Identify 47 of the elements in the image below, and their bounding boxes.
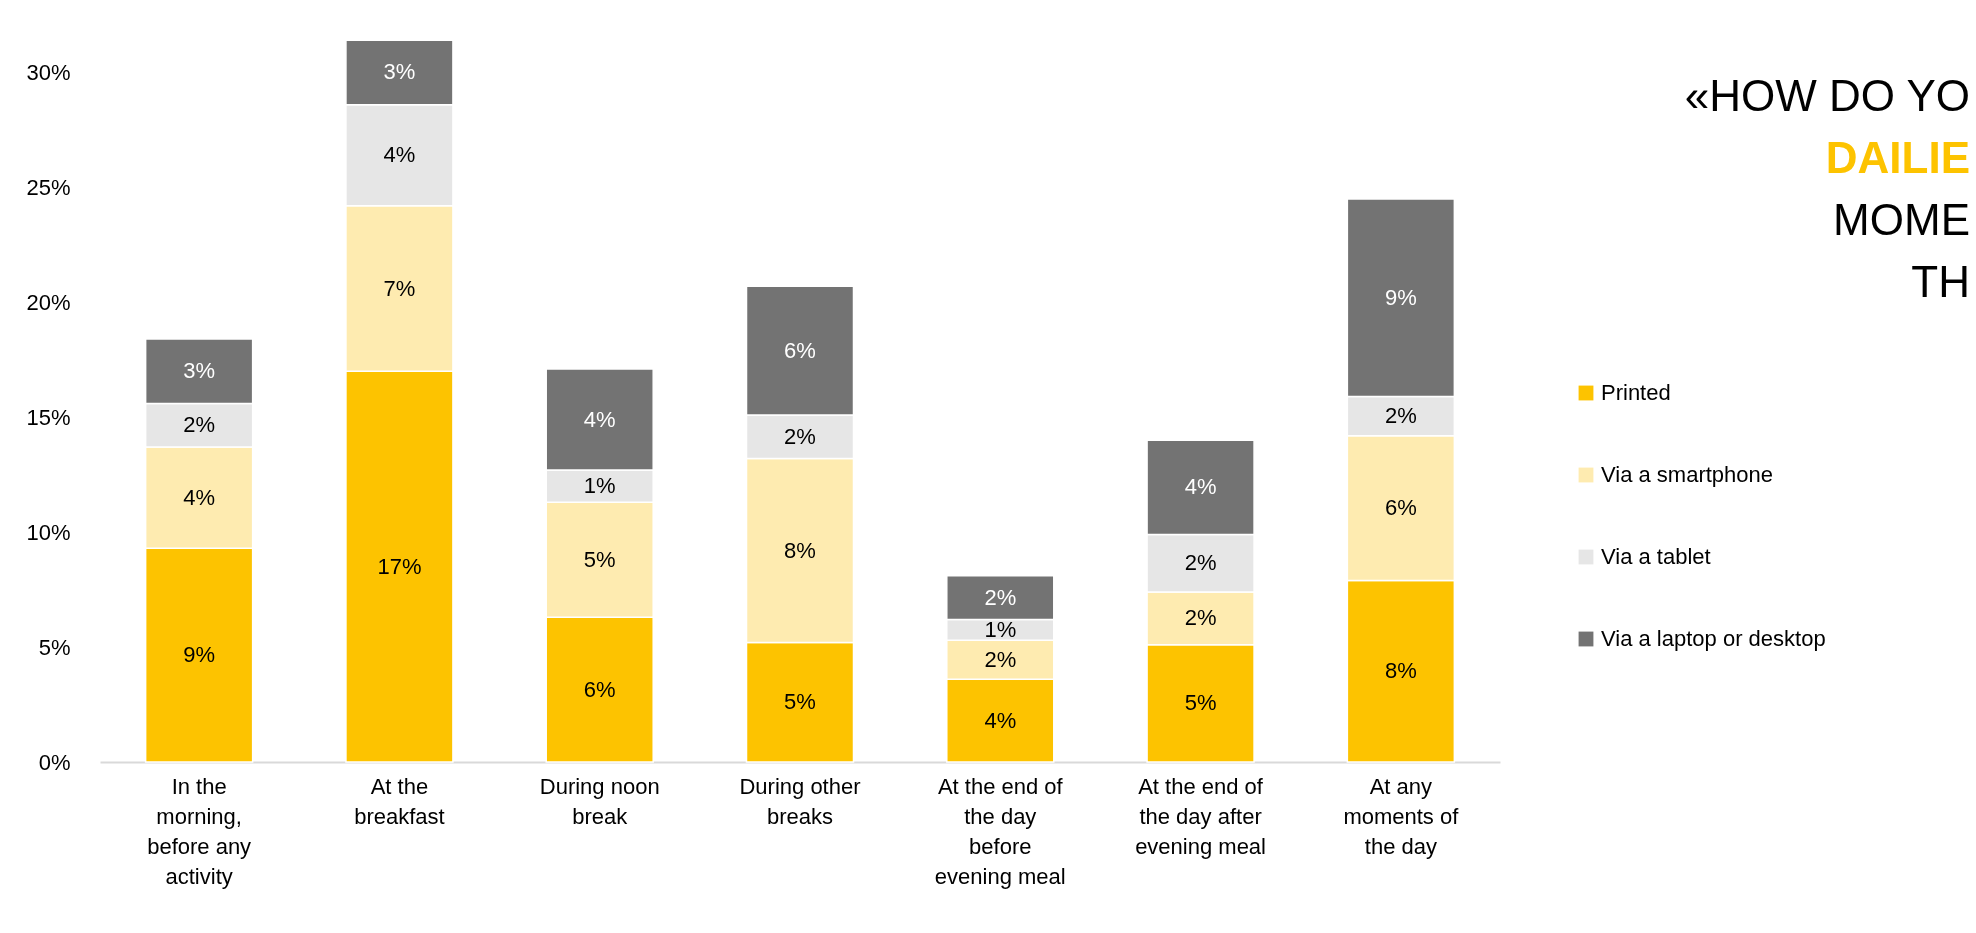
data-label: 2% [784,423,816,449]
data-label: 9% [183,642,216,668]
data-label: 8% [1384,658,1417,684]
text: «HOW DO YO DAILIE MOME TH [1684,71,1970,306]
y-tick-label: 5% [38,634,71,660]
y-tick-label: 0% [38,749,71,775]
y-tick-label: 25% [26,174,71,200]
data-label: 3% [383,59,416,85]
y-tick-label: 10% [26,519,71,545]
data-label: 2% [1384,403,1417,429]
data-label: 1% [984,616,1017,642]
y-tick-label: 20% [26,289,71,315]
data-label: 2% [1184,605,1217,631]
data-label: 4% [583,406,616,432]
data-label: 4% [984,707,1017,733]
data-label: 4% [383,142,416,168]
y-tick-label: 15% [26,404,71,430]
x-tick-label: In the morning, before any activity [147,773,252,889]
data-label: 2% [1184,550,1217,576]
data-label: 4% [183,484,216,510]
legend-label: Via a tablet [1601,544,1711,569]
data-label: 2% [984,646,1017,672]
x-tick-label: During other breaks [739,773,861,829]
legend-label: Via a laptop or desktop [1601,626,1826,651]
data-label: 6% [583,676,616,702]
data-label: 6% [784,337,816,363]
data-label: 5% [784,689,816,715]
data-label: 1% [583,473,616,499]
data-label: 7% [383,275,416,301]
legend-label: Via a smartphone [1601,462,1774,487]
x-tick-label: At any moments of the day [1343,773,1460,859]
data-label: 17% [377,553,422,579]
data-label: 8% [784,537,816,563]
data-label: 2% [984,584,1017,610]
x-tick-label: At the end of the day before evening meal [934,773,1066,889]
legend-label: Printed [1601,380,1671,405]
y-tick-label: 30% [26,59,71,85]
data-label: 5% [583,546,616,572]
data-label: 3% [183,358,216,384]
x-tick-label: During noon break [539,773,660,829]
data-label: 6% [1384,495,1417,521]
x-tick-label: At the breakfast [354,773,445,829]
x-tick-label: At the end of the day after evening meal [1135,773,1267,859]
data-label: 9% [1384,284,1417,310]
data-label: 2% [183,412,216,438]
data-label: 5% [1184,690,1217,716]
data-label: 4% [1184,474,1217,500]
